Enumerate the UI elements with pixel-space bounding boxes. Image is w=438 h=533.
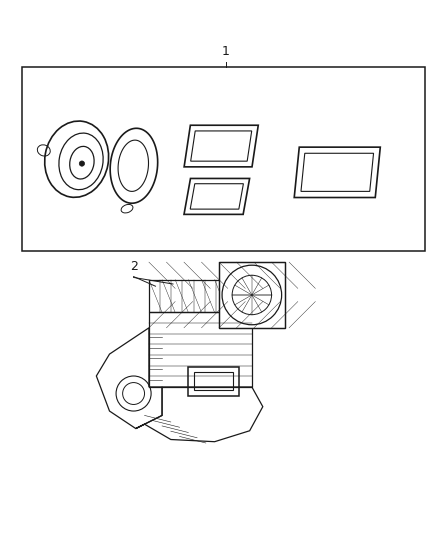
Text: 2: 2 [130,260,138,273]
Text: 1: 1 [222,45,230,59]
Bar [22,67,425,251]
Circle shape [79,161,85,166]
Bar [219,262,285,328]
Bar [219,262,285,328]
